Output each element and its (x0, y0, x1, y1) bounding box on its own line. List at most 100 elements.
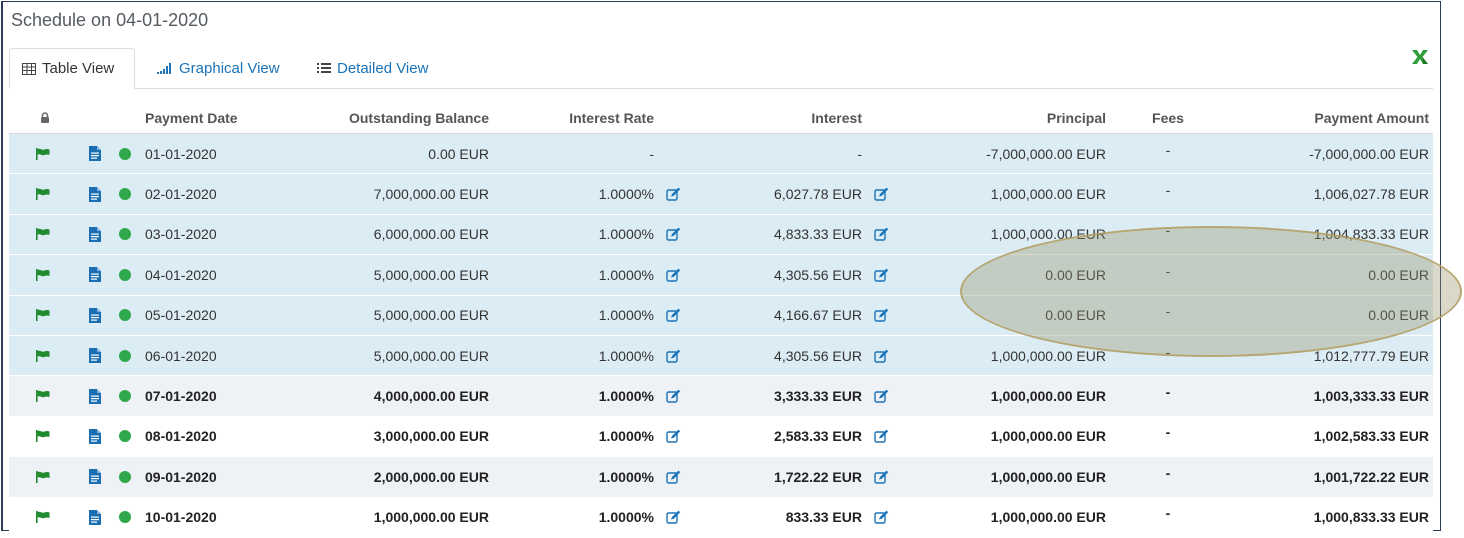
interest-cell: 833.33 EUR (785, 509, 862, 526)
document-icon[interactable] (85, 376, 105, 415)
col-payment-date[interactable]: Payment Date (145, 109, 238, 126)
flag-icon[interactable] (33, 417, 53, 456)
tab-graphical-view[interactable]: Graphical View (145, 48, 292, 88)
table-icon (22, 62, 36, 75)
col-interest[interactable]: Interest (811, 109, 862, 126)
status-dot-icon (115, 134, 135, 173)
edit-interest-icon[interactable] (871, 174, 891, 213)
flag-icon[interactable] (33, 134, 53, 173)
outstanding-balance-cell: 6,000,000.00 EUR (373, 226, 489, 243)
col-interest-rate[interactable]: Interest Rate (569, 109, 654, 126)
fees-cell: - (1165, 505, 1171, 522)
outstanding-balance-cell: 7,000,000.00 EUR (373, 186, 489, 203)
table-row: 06-01-2020 5,000,000.00 EUR 1.0000% 4,305.5… (9, 335, 1433, 377)
flag-icon[interactable] (33, 376, 53, 415)
status-dot-icon (115, 296, 135, 335)
flag-icon[interactable] (33, 174, 53, 213)
tab-table-view[interactable]: Table View (9, 48, 135, 89)
tab-label: Detailed View (337, 59, 429, 77)
edit-interest-icon[interactable] (871, 336, 891, 375)
document-icon[interactable] (85, 296, 105, 335)
principal-cell: 1,000,000.00 EUR (990, 428, 1106, 445)
payment-date-cell: 05-01-2020 (145, 307, 217, 324)
flag-icon[interactable] (33, 215, 53, 254)
principal-cell: 1,000,000.00 EUR (990, 388, 1106, 405)
fees-cell: - (1165, 182, 1171, 199)
edit-interest-icon[interactable] (871, 376, 891, 415)
flag-icon[interactable] (33, 498, 53, 537)
edit-rate-icon[interactable] (663, 498, 683, 537)
col-outstanding-balance[interactable]: Outstanding Balance (348, 109, 489, 126)
edit-rate-icon[interactable] (663, 296, 683, 335)
interest-cell: 4,305.56 EUR (774, 266, 862, 283)
fees-cell: - (1165, 424, 1171, 441)
principal-cell: 0.00 EUR (1045, 307, 1106, 324)
edit-interest-icon[interactable] (871, 296, 891, 335)
document-icon[interactable] (85, 498, 105, 537)
outstanding-balance-cell: 3,000,000.00 EUR (373, 428, 489, 445)
payment-date-cell: 06-01-2020 (145, 347, 217, 364)
edit-interest-icon[interactable] (871, 417, 891, 456)
edit-interest-icon[interactable] (871, 215, 891, 254)
payment-date-cell: 02-01-2020 (145, 186, 217, 203)
edit-interest-icon[interactable] (871, 457, 891, 496)
interest-cell: 6,027.78 EUR (774, 186, 862, 203)
edit-rate-icon[interactable] (663, 215, 683, 254)
edit-rate-icon[interactable] (663, 255, 683, 294)
payment-amount-cell: 1,000,833.33 EUR (1313, 509, 1429, 526)
edit-rate-icon[interactable] (663, 376, 683, 415)
edit-rate-icon[interactable] (663, 457, 683, 496)
outstanding-balance-cell: 5,000,000.00 EUR (373, 307, 489, 324)
flag-icon[interactable] (33, 296, 53, 335)
payment-date-cell: 01-01-2020 (145, 145, 217, 162)
interest-rate-cell: 1.0000% (598, 428, 654, 445)
table-row: 10-01-2020 1,000,000.00 EUR 1.0000% 833.33 … (9, 497, 1433, 538)
bar-chart-icon (157, 63, 171, 74)
flag-icon[interactable] (33, 255, 53, 294)
document-icon[interactable] (85, 174, 105, 213)
flag-icon[interactable] (33, 457, 53, 496)
table-row: 03-01-2020 6,000,000.00 EUR 1.0000% 4,833.3… (9, 214, 1433, 256)
interest-rate-cell: - (649, 145, 654, 162)
excel-export-icon[interactable] (1409, 46, 1431, 68)
payment-amount-cell: 1,012,777.79 EUR (1313, 347, 1429, 364)
col-fees[interactable]: Fees (1152, 109, 1184, 126)
document-icon[interactable] (85, 457, 105, 496)
document-icon[interactable] (85, 215, 105, 254)
col-payment-amount[interactable]: Payment Amount (1314, 109, 1429, 126)
interest-cell: 4,305.56 EUR (774, 347, 862, 364)
table-header: Payment Date Outstanding Balance Interes… (9, 102, 1433, 134)
interest-rate-cell: 1.0000% (598, 347, 654, 364)
table-row: 05-01-2020 5,000,000.00 EUR 1.0000% 4,166.6… (9, 295, 1433, 336)
edit-rate-icon[interactable] (663, 174, 683, 213)
outstanding-balance-cell: 4,000,000.00 EUR (373, 388, 489, 405)
tab-detailed-view[interactable]: Detailed View (305, 48, 440, 88)
interest-cell: - (857, 145, 862, 162)
outstanding-balance-cell: 5,000,000.00 EUR (373, 347, 489, 364)
interest-rate-cell: 1.0000% (598, 388, 654, 405)
payment-date-cell: 10-01-2020 (145, 509, 217, 526)
document-icon[interactable] (85, 134, 105, 173)
edit-rate-icon[interactable] (663, 336, 683, 375)
fees-cell: - (1165, 222, 1171, 239)
edit-interest-icon[interactable] (871, 498, 891, 537)
payment-amount-cell: 0.00 EUR (1368, 266, 1429, 283)
edit-rate-icon[interactable] (663, 417, 683, 456)
document-icon[interactable] (85, 255, 105, 294)
outstanding-balance-cell: 2,000,000.00 EUR (373, 468, 489, 485)
fees-cell: - (1165, 303, 1171, 320)
status-dot-icon (115, 215, 135, 254)
interest-rate-cell: 1.0000% (598, 186, 654, 203)
payment-date-cell: 07-01-2020 (145, 388, 217, 405)
document-icon[interactable] (85, 417, 105, 456)
col-principal[interactable]: Principal (1046, 109, 1106, 126)
document-icon[interactable] (85, 336, 105, 375)
edit-interest-icon[interactable] (871, 255, 891, 294)
flag-icon[interactable] (33, 336, 53, 375)
interest-rate-cell: 1.0000% (598, 266, 654, 283)
payment-amount-cell: 1,006,027.78 EUR (1313, 186, 1429, 203)
payment-amount-cell: 1,004,833.33 EUR (1313, 226, 1429, 243)
payment-date-cell: 09-01-2020 (145, 468, 217, 485)
payment-date-cell: 08-01-2020 (145, 428, 217, 445)
outstanding-balance-cell: 5,000,000.00 EUR (373, 266, 489, 283)
